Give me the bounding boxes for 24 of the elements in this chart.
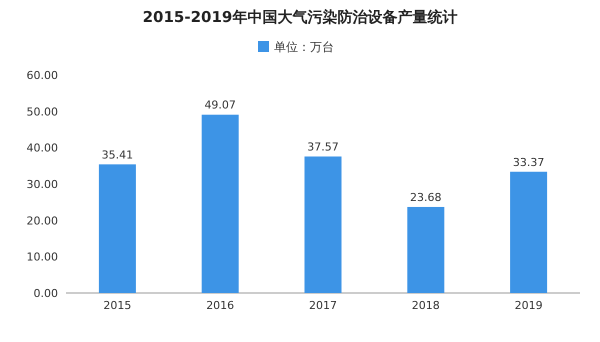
data-label: 35.41 [102,148,134,162]
chart-title: 2015-2019年中国大气污染防治设备产量统计 [142,8,458,26]
y-tick-label: 10.00 [26,250,58,264]
bar [304,156,342,293]
data-label: 33.37 [512,156,544,169]
y-tick-label: 30.00 [26,178,58,191]
bar [98,164,136,293]
y-tick-label: 40.00 [26,142,58,155]
y-tick-label: 0.00 [34,287,58,300]
y-tick-label: 20.00 [26,214,58,228]
data-label: 49.07 [204,98,236,112]
y-tick-label: 50.00 [26,105,58,118]
bar [510,172,548,293]
legend-label: 单位：万台 [274,40,334,54]
bar [202,114,239,293]
y-tick-label: 60.00 [26,69,58,82]
x-tick-label: 2016 [206,299,234,312]
x-tick-label: 2019 [514,299,543,312]
x-tick-label: 2015 [103,299,132,312]
x-tick-label: 2018 [412,299,440,312]
bar [407,206,444,293]
data-label: 23.68 [410,190,442,204]
x-tick-label: 2017 [309,299,337,312]
data-label: 37.57 [307,140,339,154]
